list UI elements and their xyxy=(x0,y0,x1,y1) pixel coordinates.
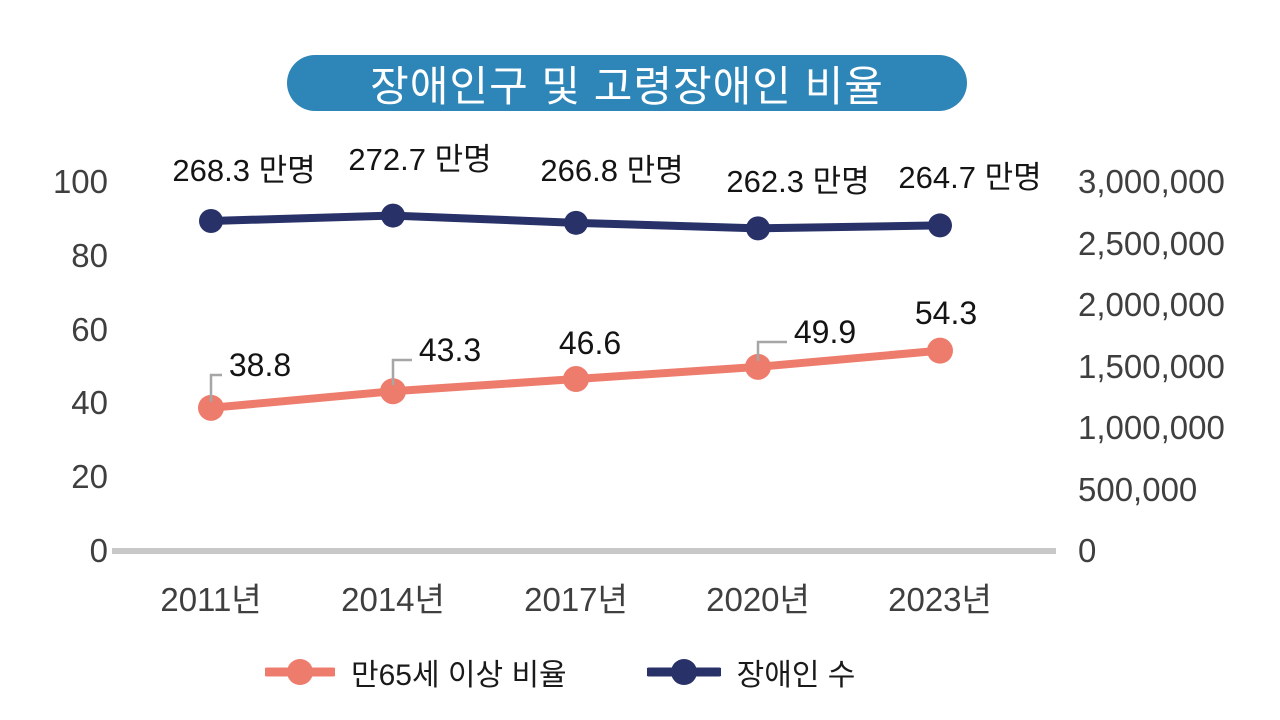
data-label-0-4: 54.3 xyxy=(914,295,978,331)
right-axis-tick-4: 2,000,000 xyxy=(1078,286,1225,323)
right-axis-tick-0: 0 xyxy=(1078,532,1097,569)
label-leader-line-0-0 xyxy=(209,373,222,402)
data-label-0-2: 46.6 xyxy=(558,325,622,361)
data-point-0-0 xyxy=(198,394,224,421)
x-axis-label-3: 2020년 xyxy=(706,581,810,618)
right-axis-tick-3: 1,500,000 xyxy=(1078,347,1225,385)
legend-item-count: 장애인 수 xyxy=(646,650,856,694)
legend: 만65세 이상 비율 장애인 수 xyxy=(265,650,855,694)
x-axis-label-1: 2014년 xyxy=(341,581,445,618)
data-point-0-3 xyxy=(745,353,771,380)
data-point-1-3 xyxy=(746,216,770,241)
data-label-0-1: 43.3 xyxy=(418,332,482,368)
right-axis-tick-1: 500,000 xyxy=(1078,470,1198,508)
label-leader-line-0-3 xyxy=(756,340,787,361)
legend-marker-line-dot-icon xyxy=(265,659,335,685)
x-axis-label-0: 2011년 xyxy=(160,581,262,618)
legend-item-ratio: 만65세 이상 비율 xyxy=(265,650,567,694)
data-label-0-3: 49.9 xyxy=(793,314,857,350)
data-label-1-0: 268.3 만명 xyxy=(172,153,316,188)
data-label-1-1: 272.7 만명 xyxy=(348,142,492,177)
data-label-1-4: 264.7 만명 xyxy=(898,160,1042,195)
legend-label-count: 장애인 수 xyxy=(736,659,856,692)
x-axis-label-2: 2017년 xyxy=(524,581,628,618)
data-label-1-2: 266.8 만명 xyxy=(540,153,684,188)
right-axis-tick-5: 2,500,000 xyxy=(1078,224,1225,262)
data-point-0-4 xyxy=(927,337,953,364)
legend-marker-line-dot-icon xyxy=(646,659,721,685)
left-axis-tick-0: 0 xyxy=(89,532,108,569)
data-point-1-1 xyxy=(381,203,405,228)
data-label-1-3: 262.3 만명 xyxy=(726,164,870,199)
left-axis-tick-2: 40 xyxy=(71,384,108,422)
left-axis-tick-3: 60 xyxy=(71,310,108,348)
data-label-0-0: 38.8 xyxy=(228,347,292,383)
left-axis-tick-4: 80 xyxy=(71,236,108,274)
data-point-1-0 xyxy=(199,208,223,233)
chart-title: 장애인구 및 고령장애인 비율 xyxy=(370,62,884,110)
data-point-0-1 xyxy=(380,378,406,405)
label-leader-line-0-1 xyxy=(391,358,412,386)
data-point-1-2 xyxy=(564,210,588,235)
x-axis-label-4: 2023년 xyxy=(888,581,992,618)
right-axis-tick-2: 1,000,000 xyxy=(1078,409,1225,446)
data-point-1-4 xyxy=(928,213,952,238)
left-axis-tick-1: 20 xyxy=(71,458,108,496)
left-axis-tick-5: 100 xyxy=(52,163,108,200)
data-point-0-2 xyxy=(563,366,589,393)
legend-label-ratio: 만65세 이상 비율 xyxy=(351,659,567,692)
chart-title-pill: 장애인구 및 고령장애인 비율 xyxy=(287,55,967,111)
right-axis-tick-6: 3,000,000 xyxy=(1078,163,1225,200)
